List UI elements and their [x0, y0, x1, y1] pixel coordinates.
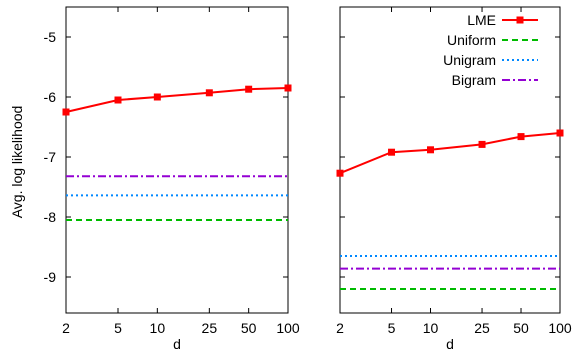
- data-point-lme: [517, 133, 525, 141]
- data-point-lme: [556, 129, 564, 137]
- x-tick-label: 50: [241, 320, 257, 336]
- x-tick-label: 10: [423, 320, 439, 336]
- x-tick-label: 100: [548, 320, 572, 336]
- x-tick-label: 100: [276, 320, 300, 336]
- data-point-lme: [114, 96, 122, 104]
- data-point-lme: [336, 169, 344, 177]
- y-axis-label: Avg. log likelihood: [9, 106, 25, 219]
- data-point-lme: [245, 85, 253, 93]
- x-tick-label: 25: [474, 320, 490, 336]
- x-tick-label: 2: [62, 320, 70, 336]
- x-tick-label: 5: [388, 320, 396, 336]
- x-axis-label: d: [173, 336, 181, 352]
- y-tick-label: -7: [44, 149, 57, 165]
- legend-label: Unigram: [443, 52, 496, 68]
- data-point-lme: [427, 146, 435, 154]
- series-line-lme: [339, 132, 561, 175]
- x-axis-label: d: [446, 336, 454, 352]
- data-point-lme: [153, 93, 161, 101]
- legend-label: Bigram: [452, 72, 496, 88]
- y-tick-label: -8: [44, 209, 57, 225]
- series-line-lme: [65, 87, 289, 113]
- data-point-lme: [388, 148, 396, 156]
- legend-marker: [516, 16, 524, 24]
- x-tick-label: 5: [114, 320, 122, 336]
- x-tick-label: 10: [150, 320, 166, 336]
- data-point-lme: [205, 89, 213, 97]
- data-point-lme: [62, 108, 70, 116]
- legend-label: Uniform: [447, 32, 496, 48]
- y-tick-label: -5: [44, 29, 57, 45]
- data-point-lme: [284, 84, 292, 92]
- plot-frame: [339, 6, 561, 314]
- data-point-lme: [478, 140, 486, 148]
- x-tick-label: 2: [336, 320, 344, 336]
- legend-label: LME: [467, 12, 496, 28]
- x-tick-label: 50: [513, 320, 529, 336]
- y-tick-label: -6: [44, 89, 57, 105]
- y-tick-label: -9: [44, 269, 57, 285]
- plot-frame: [65, 6, 289, 314]
- x-tick-label: 25: [202, 320, 218, 336]
